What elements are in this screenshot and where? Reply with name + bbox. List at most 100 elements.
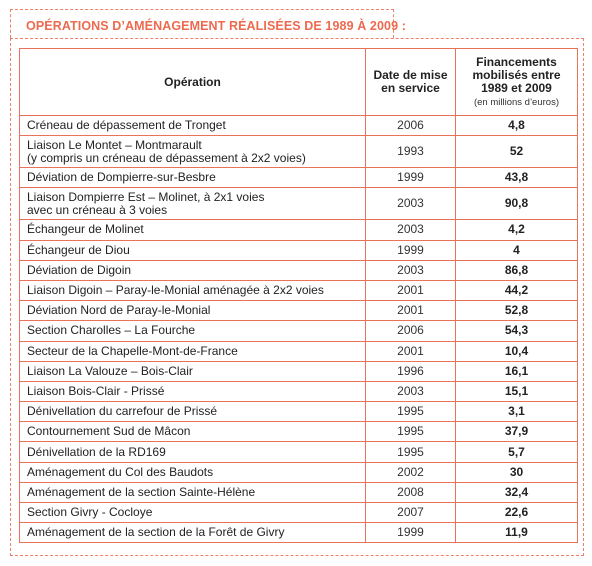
table-row: Aménagement de la section de la Forêt de… [19,522,578,544]
operation-name: Liaison Dompierre Est – Molinet, à 2x1 v… [27,189,265,204]
amount-cell: 22,6 [455,501,578,524]
operation-cell: Déviation de Digoin [19,259,366,281]
operation-cell: Section Charolles – La Fourche [19,320,366,342]
year-cell: 2001 [365,340,456,362]
year-cell: 1995 [365,441,456,463]
table-row: Liaison Digoin – Paray-le-Monial aménagé… [19,279,578,302]
amount-cell: 43,8 [455,167,578,189]
operation-name: Dénivellation de la RD169 [27,444,166,459]
year-cell: 1999 [365,239,456,261]
operation-cell: Liaison Bois-Clair - Prissé [19,380,366,403]
operation-name-line2: avec un créneau à 3 voies [27,202,168,217]
amount-cell: 52 [455,135,578,169]
amount-cell: 37,9 [455,421,578,443]
year-cell: 2003 [365,259,456,281]
operation-name: Section Charolles – La Fourche [27,323,196,338]
year-cell: 2001 [365,279,456,302]
operation-name: Aménagement de la section Sainte-Hélène [27,484,256,499]
header-financing: Financements mobilisés entre 1989 et 200… [455,48,578,116]
operation-cell: Secteur de la Chapelle-Mont-de-France [19,340,366,362]
amount-cell: 15,1 [455,380,578,403]
operation-name: Déviation de Digoin [27,262,132,277]
operation-name: Dénivellation du carrefour de Prissé [27,404,218,419]
table-row: Dénivellation du carrefour de Prissé 1995… [19,401,578,423]
year-cell: 1999 [365,522,456,544]
table-box: Opération Date de mise en service Financ… [10,38,584,556]
table-row: Liaison Le Montet – Montmarault (y compri… [19,135,578,169]
year-cell: 1995 [365,401,456,423]
header-financing-unit: (en millions d’euros) [473,96,559,108]
operation-cell: Liaison Digoin – Paray-le-Monial aménagé… [19,279,366,302]
table-row: Liaison Dompierre Est – Molinet, à 2x1 v… [19,187,578,221]
operations-table: Opération Date de mise en service Financ… [19,48,578,544]
amount-cell: 4 [455,239,578,261]
operation-cell: Dénivellation de la RD169 [19,441,366,463]
operation-cell: Liaison La Valouze – Bois-Clair [19,360,366,382]
operation-name: Créneau de dépassement de Tronget [27,118,226,133]
year-cell: 2006 [365,114,456,137]
year-cell: 2003 [365,187,456,221]
table-row: Échangeur de Molinet 2003 4,2 [19,219,578,241]
table-row: Section Charolles – La Fourche 2006 54,3 [19,320,578,342]
table-row: Échangeur de Diou 1999 4 [19,239,578,261]
operation-cell: Déviation de Dompierre-sur-Besbre [19,167,366,189]
table-header-row: Opération Date de mise en service Financ… [19,48,578,116]
operation-cell: Liaison Dompierre Est – Molinet, à 2x1 v… [19,187,366,221]
operation-cell: Contournement Sud de Mâcon [19,421,366,443]
amount-cell: 3,1 [455,401,578,423]
table-row: Aménagement de la section Sainte-Hélène 2… [19,481,578,504]
operation-cell: Dénivellation du carrefour de Prissé [19,401,366,423]
amount-cell: 4,2 [455,219,578,241]
header-financing-label: Financements mobilisés entre 1989 et 200… [472,54,561,95]
operation-name: Section Givry - Cocloye [27,505,153,520]
amount-cell: 16,1 [455,360,578,382]
year-cell: 1995 [365,421,456,443]
amount-cell: 30 [455,461,578,483]
table-row: Liaison Bois-Clair - Prissé 2003 15,1 [19,380,578,403]
operation-name: Liaison Le Montet – Montmarault [27,137,202,152]
table-row: Déviation de Digoin 2003 86,8 [19,259,578,281]
operation-name: Liaison Digoin – Paray-le-Monial aménagé… [27,283,324,298]
table-row: Aménagement du Col des Baudots 2002 30 [19,461,578,483]
year-cell: 2003 [365,380,456,403]
table-row: Déviation de Dompierre-sur-Besbre 1999 43,… [19,167,578,189]
amount-cell: 54,3 [455,320,578,342]
operation-name: Liaison Bois-Clair - Prissé [27,383,165,398]
table-row: Dénivellation de la RD169 1995 5,7 [19,441,578,463]
operation-name: Aménagement de la section de la Forêt de… [27,525,285,540]
operation-name: Échangeur de Diou [27,242,130,257]
operation-name: Déviation Nord de Paray-le-Monial [27,303,211,318]
table-body: Créneau de dépassement de Tronget 2006 4,8… [19,114,578,544]
document-frame: OPÉRATIONS D’AMÉNAGEMENT RÉALISÉES DE 19… [6,6,584,558]
operation-name: Secteur de la Chapelle-Mont-de-France [27,343,238,358]
operation-cell: Déviation Nord de Paray-le-Monial [19,300,366,322]
operation-name: Déviation de Dompierre-sur-Besbre [27,170,216,185]
year-cell: 2006 [365,320,456,342]
amount-cell: 4,8 [455,114,578,137]
table-row: Contournement Sud de Mâcon 1995 37,9 [19,421,578,443]
operation-cell: Créneau de dépassement de Tronget [19,114,366,137]
year-cell: 2008 [365,481,456,504]
page-title: OPÉRATIONS D’AMÉNAGEMENT RÉALISÉES DE 19… [26,19,406,33]
title-box: OPÉRATIONS D’AMÉNAGEMENT RÉALISÉES DE 19… [10,9,406,38]
operation-cell: Échangeur de Diou [19,239,366,261]
table-row: Déviation Nord de Paray-le-Monial 2001 52,… [19,300,578,322]
table-row: Secteur de la Chapelle-Mont-de-France 200… [19,340,578,362]
operation-cell: Échangeur de Molinet [19,219,366,241]
operation-cell: Aménagement de la section Sainte-Hélène [19,481,366,504]
amount-cell: 32,4 [455,481,578,504]
operation-name: Aménagement du Col des Baudots [27,464,214,479]
year-cell: 2001 [365,300,456,322]
year-cell: 2007 [365,501,456,524]
amount-cell: 5,7 [455,441,578,463]
amount-cell: 44,2 [455,279,578,302]
header-operation: Opération [19,48,366,116]
amount-cell: 52,8 [455,300,578,322]
amount-cell: 11,9 [455,522,578,544]
table-row: Liaison La Valouze – Bois-Clair 1996 16,1 [19,360,578,382]
amount-cell: 90,8 [455,187,578,221]
amount-cell: 86,8 [455,259,578,281]
amount-cell: 10,4 [455,340,578,362]
operation-name: Liaison La Valouze – Bois-Clair [27,363,193,378]
operation-name-line2: (y compris un créneau de dépassement à 2… [27,150,306,165]
